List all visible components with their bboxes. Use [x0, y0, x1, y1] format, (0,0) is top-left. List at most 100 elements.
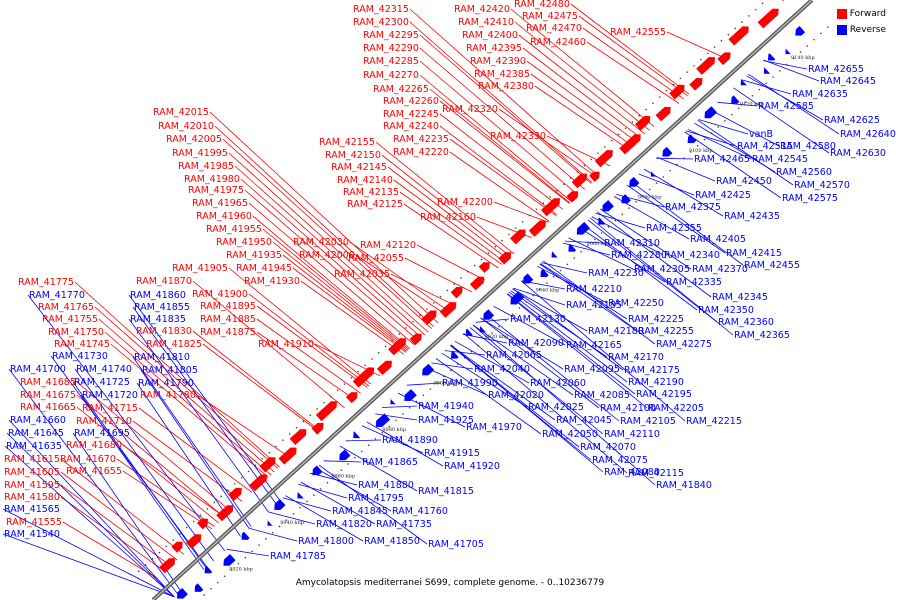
reverse-gene-label: RAM_42210 [566, 284, 622, 295]
forward-gene-arrow [197, 518, 208, 530]
reverse-gene-label: RAM_42180 [588, 326, 644, 337]
forward-gene-label: RAM_41950 [216, 237, 272, 248]
forward-track-tick [425, 308, 428, 311]
reverse-gene-label: RAM_42455 [744, 260, 800, 271]
reverse-track-tick [210, 587, 212, 590]
forward-track-tick [144, 564, 147, 566]
reverse-gene-arrow [339, 449, 351, 461]
forward-gene-arrow [345, 392, 358, 404]
reverse-gene-label: RAM_42515 [737, 141, 793, 152]
reverse-leader-line [717, 101, 758, 107]
forward-gene-label: RAM_42200 [437, 197, 493, 208]
reverse-track-tick [682, 157, 685, 160]
reverse-leader-line [8, 368, 178, 595]
reverse-gene-arrow [576, 221, 590, 235]
reverse-gene-label: RAM_41635 [6, 441, 62, 452]
reverse-leader-line [733, 87, 830, 154]
forward-gene-label: RAM_42320 [442, 104, 498, 115]
reverse-gene-label: RAM_42250 [608, 298, 664, 309]
forward-gene-label: RAM_41900 [192, 289, 248, 300]
reverse-gene-label: RAM_41730 [52, 351, 108, 362]
reverse-gene-label: RAM_42110 [604, 429, 660, 440]
forward-track-tick [213, 501, 216, 504]
reverse-track-tick [717, 126, 720, 128]
reverse-leader-line [282, 497, 332, 512]
reverse-gene-label: RAM_42095 [564, 364, 620, 375]
forward-gene-label: RAM_42315 [353, 4, 409, 15]
forward-leader-line [60, 484, 172, 567]
forward-leader-line [419, 74, 572, 202]
reverse-gene-label: RAM_41810 [134, 352, 190, 363]
reverse-leader-line [435, 358, 542, 435]
reverse-track-tick [408, 406, 411, 409]
forward-track-tick [494, 245, 497, 248]
forward-leader-line [300, 280, 404, 355]
reverse-track-tick [641, 194, 644, 197]
reverse-leader-line [537, 265, 608, 304]
reverse-leader-line [318, 464, 428, 545]
reverse-gene-label: RAM_42080 [604, 467, 660, 478]
forward-gene-arrow [421, 310, 437, 326]
reverse-track-tick [326, 481, 329, 484]
forward-leader-line [349, 241, 451, 313]
forward-track-tick [295, 426, 298, 429]
forward-gene-label: RAM_42295 [363, 30, 419, 41]
forward-leader-line [419, 47, 585, 190]
forward-gene-label: RAM_41980 [184, 174, 240, 185]
reverse-gene-arrow [540, 269, 549, 278]
reverse-track-tick [785, 63, 788, 66]
reverse-track-tick [292, 512, 295, 515]
legend-item-reverse: Reverse [836, 22, 886, 38]
reverse-track-tick [559, 269, 562, 272]
forward-track-tick [720, 39, 723, 42]
legend-item-forward: Forward [836, 6, 886, 22]
reverse-leader-line [2, 533, 175, 598]
forward-gene-arrow [352, 367, 375, 388]
reverse-gene-label: RAM_42170 [608, 352, 664, 363]
forward-track-tick [206, 507, 209, 510]
reverse-leader-line [512, 288, 588, 332]
reverse-track-tick [312, 494, 315, 497]
position-axis-ticks: 8920 kbp 8940 kbp 8960 kbp 8980 kbp 9000 kbp… [229, 55, 815, 572]
forward-gene-label: RAM_42155 [319, 137, 375, 148]
forward-leader-line [439, 125, 558, 216]
reverse-gene-arrow [241, 531, 250, 540]
forward-gene-arrow [541, 198, 560, 217]
reverse-gene-label: RAM_41865 [362, 457, 418, 468]
reverse-leader-line [27, 294, 226, 552]
reverse-track-tick [600, 232, 603, 235]
legend-label-reverse: Reverse [849, 25, 886, 35]
reverse-leader-line [539, 263, 638, 332]
forward-track-tick [268, 451, 271, 454]
reverse-leader-line [748, 73, 840, 135]
reverse-leader-line [74, 368, 215, 562]
reverse-track-tick [648, 188, 651, 191]
forward-track-tick [583, 164, 586, 167]
forward-gene-label: RAM_41780 [140, 390, 196, 401]
reverse-leader-line [249, 528, 298, 542]
forward-track-tick [322, 401, 325, 404]
reverse-leader-line [506, 293, 648, 409]
reverse-gene-label: RAM_42630 [830, 148, 886, 159]
reverse-track-tick [607, 225, 610, 228]
forward-gene-label: RAM_41995 [172, 148, 228, 159]
reverse-leader-line [267, 511, 316, 525]
reverse-leader-line [599, 208, 692, 270]
axis-tick-label: 9060 kbp [587, 241, 611, 247]
reverse-gene-label: RAM_42545 [752, 154, 808, 165]
reverse-leader-line [132, 356, 252, 527]
reverse-gene-arrow [662, 146, 673, 157]
forward-track-tick [370, 358, 373, 361]
forward-leader-line [60, 496, 166, 572]
reverse-gene-arrow [731, 95, 740, 104]
forward-track-tick [624, 127, 627, 130]
forward-track-tick [679, 77, 682, 80]
forward-track-tick [418, 314, 421, 317]
reverse-track-tick [319, 487, 322, 490]
reverse-leader-line [709, 109, 780, 147]
forward-leader-line [526, 60, 638, 143]
axis-tick-label: 9080 kbp [638, 195, 662, 201]
forward-leader-line [387, 166, 509, 260]
reverse-leader-line [128, 294, 281, 501]
forward-leader-line [116, 458, 215, 527]
